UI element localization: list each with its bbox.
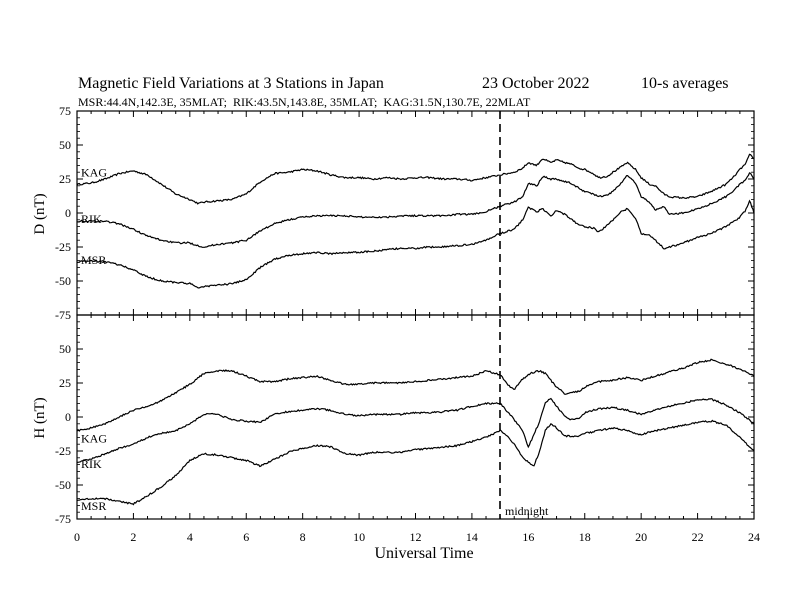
x-axis: 0 2 4 6 8 10 12 14 16 18 20 22 24 (74, 530, 760, 544)
y-tick-label: 75 (59, 104, 71, 118)
series-line-rik (76, 397, 755, 463)
y-tick-label: -75 (55, 308, 71, 322)
series-label-rik: RIK (81, 457, 102, 471)
y-tick-label: -50 (55, 478, 71, 492)
panel-axes: -75 -50 -25 0 25 50 75 (55, 104, 755, 322)
x-axis-label: Universal Time (374, 545, 473, 562)
x-tick-label: 24 (748, 530, 760, 544)
y-axis-label: D (nT) (32, 193, 48, 234)
series-lines (76, 358, 755, 506)
y-tick-label: 0 (65, 410, 71, 424)
series-label-kag: KAG (81, 432, 107, 446)
x-tick-label: 14 (466, 530, 478, 544)
x-tick-label: 18 (579, 530, 591, 544)
plot-d-panel: -75 -50 -25 0 25 50 75 KAG RIK MSR D (nT) (32, 104, 755, 322)
y-tick-label: -25 (55, 444, 71, 458)
midnight-label: midnight (505, 504, 549, 518)
x-tick-label: 0 (74, 530, 80, 544)
chart-title: Magnetic Field Variations at 3 Stations … (78, 75, 384, 92)
chart-date: 23 October 2022 (482, 75, 590, 92)
series-labels: KAG RIK MSR (81, 432, 107, 513)
chart-subtitle: MSR:44.4N,142.3E, 35MLAT; RIK:43.5N,143.… (78, 95, 531, 109)
y-tick-label: -75 (55, 512, 71, 526)
y-tick-label: 25 (59, 172, 71, 186)
y-tick-label: 25 (59, 376, 71, 390)
y-tick-label: 50 (59, 342, 71, 356)
y-tick-label: 0 (65, 206, 71, 220)
x-tick-label: 6 (243, 530, 249, 544)
series-line-msr (76, 199, 755, 289)
series-line-kag (76, 153, 755, 205)
series-lines (76, 153, 755, 289)
x-tick-label: 8 (300, 530, 306, 544)
y-tick-label: -25 (55, 240, 71, 254)
panel-axes: -75 -50 -25 0 25 50 (55, 314, 755, 526)
x-tick-label: 16 (522, 530, 534, 544)
x-tick-label: 22 (692, 530, 704, 544)
y-tick-label: -50 (55, 274, 71, 288)
series-line-kag (76, 358, 755, 432)
series-label-rik: RIK (81, 212, 102, 226)
series-label-msr: MSR (81, 499, 106, 513)
x-tick-label: 2 (130, 530, 136, 544)
header: Magnetic Field Variations at 3 Stations … (78, 75, 729, 109)
midnight-marker: midnight (499, 111, 549, 519)
series-line-rik (76, 172, 755, 248)
panel-frame (76, 110, 755, 316)
chart-averaging: 10-s averages (641, 75, 729, 92)
y-axis-label: H (nT) (32, 397, 48, 438)
series-labels: KAG RIK MSR (81, 165, 107, 267)
x-tick-label: 20 (635, 530, 647, 544)
x-tick-label: 12 (410, 530, 422, 544)
x-tick-label: 10 (353, 530, 365, 544)
y-tick-label: 50 (59, 138, 71, 152)
panel-frame (76, 314, 755, 520)
series-line-msr (76, 419, 755, 506)
series-label-kag: KAG (81, 165, 107, 179)
x-tick-label: 4 (187, 530, 193, 544)
series-label-msr: MSR (81, 253, 106, 267)
